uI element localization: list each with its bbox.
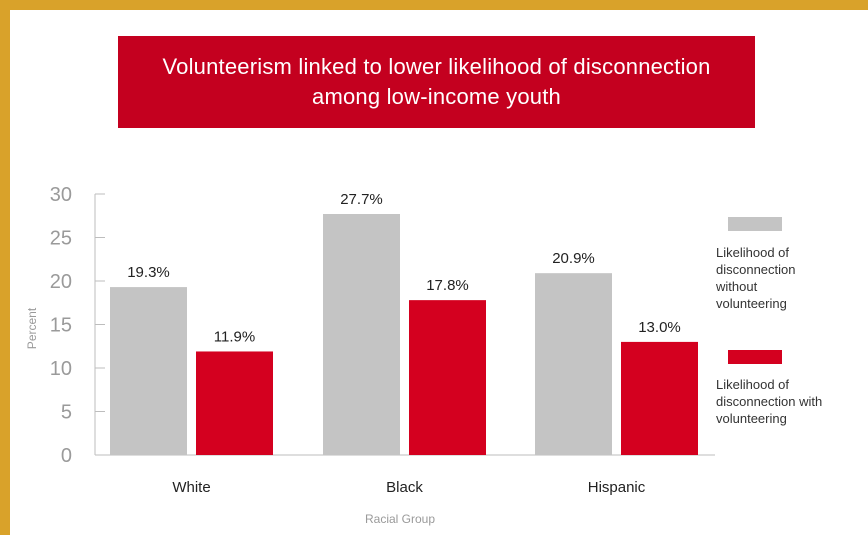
legend-label-without-volunteering: Likelihood of disconnection without volu… [716,244,856,312]
bar-data-label: 13.0% [638,319,681,336]
bar [535,273,612,455]
bar [621,341,698,455]
legend-label-with-volunteering: Likelihood of disconnection with volunte… [716,376,856,427]
y-tick-label: 25 [50,228,72,250]
legend-label-line: disconnection with [716,394,823,409]
legend-label-line: disconnection [716,262,796,277]
x-tick-label: Hispanic [588,479,646,496]
chart-title-banner: Volunteerism linked to lower likelihood … [118,36,755,128]
y-tick-label: 15 [50,315,72,337]
y-tick-label: 5 [61,402,72,424]
x-axis-title: Racial Group [365,512,435,526]
legend-swatch-with-volunteering [728,350,782,364]
bar [110,287,187,455]
bar-data-label: 19.3% [127,264,170,281]
y-tick-label: 0 [61,445,72,467]
chart-title-line-1: Volunteerism linked to lower likelihood … [162,54,711,79]
y-tick-label: 30 [50,184,72,206]
legend-label-line: volunteering [716,411,787,426]
bar-data-label: 17.8% [426,277,469,294]
x-tick-label: Black [386,479,423,496]
legend-label-line: without [716,279,758,294]
bar [409,300,486,455]
bar-data-label: 20.9% [552,250,595,267]
bar-data-label: 27.7% [340,191,383,208]
bar [323,214,400,455]
legend-label-line: Likelihood of [716,245,789,260]
x-tick-label: White [172,479,210,496]
y-tick-label: 20 [50,271,72,293]
bar-data-label: 11.9% [214,328,255,345]
bar [196,351,273,455]
legend-label-line: volunteering [716,296,787,311]
legend-swatch-without-volunteering [728,217,782,231]
chart-title-line-2: among low-income youth [312,84,561,109]
y-axis-title: Percent [25,307,39,349]
legend-label-line: Likelihood of [716,377,789,392]
y-tick-label: 10 [50,358,72,380]
